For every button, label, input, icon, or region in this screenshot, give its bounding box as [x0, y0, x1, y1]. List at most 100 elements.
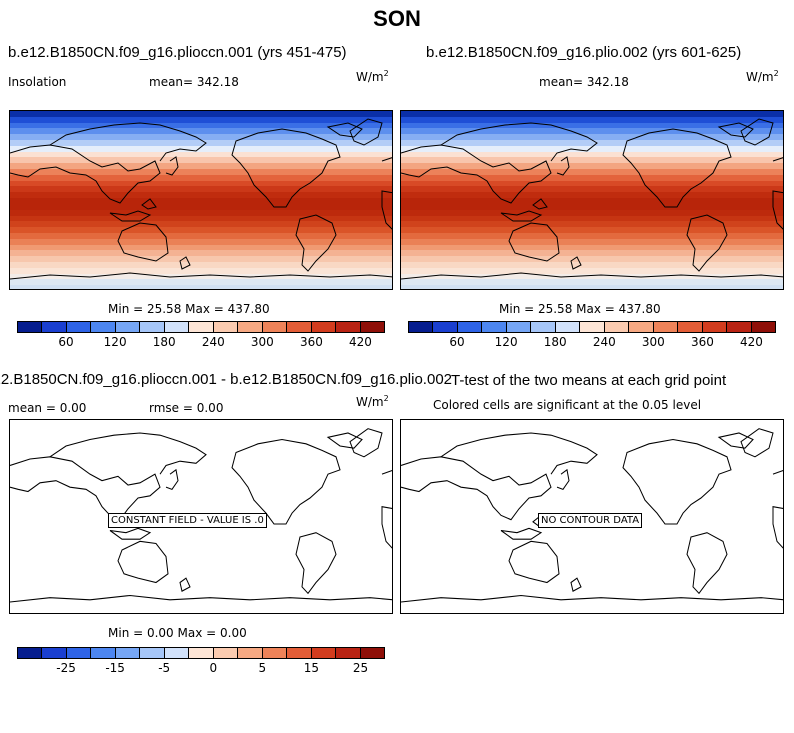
coastline-segment	[10, 144, 161, 204]
coastline-segment	[570, 577, 582, 592]
coastline-segment	[500, 527, 543, 540]
coastlines	[10, 428, 392, 603]
latitude-band	[401, 116, 783, 124]
colorbar-box	[189, 322, 214, 332]
colorbar-box	[702, 322, 728, 332]
coastline-segment	[570, 256, 582, 270]
coastline-segment	[772, 469, 783, 475]
latitude-band	[401, 151, 783, 159]
colorbar-tick-label: -5	[158, 661, 171, 675]
panel-3-mean: mean = 0.00	[8, 401, 87, 415]
latitude-band	[10, 256, 392, 263]
coastline-segment	[179, 256, 191, 270]
colorbar-tick-label: 60	[58, 335, 74, 349]
coastline-segment	[349, 118, 383, 146]
latitude-band	[10, 174, 392, 182]
latitude-band	[401, 227, 783, 234]
latitude-band	[401, 128, 783, 135]
panel-1-mean: mean= 342.18	[149, 75, 239, 89]
latitude-band	[10, 273, 392, 280]
latitude-band	[401, 134, 783, 141]
coastlines	[10, 118, 392, 280]
colorbar-tick-label: 180	[152, 335, 176, 349]
latitude-band	[10, 232, 392, 240]
panel-2-mean: mean= 342.18	[539, 75, 629, 89]
coastline-segment	[349, 428, 383, 458]
coastline-segment	[508, 222, 560, 262]
panel-4-map: NO CONTOUR DATA	[400, 419, 784, 614]
latitude-band	[10, 192, 392, 199]
latitude-band	[401, 250, 783, 257]
figure-title: SON	[373, 6, 421, 31]
colorbar-box	[433, 322, 458, 332]
panel-3-units: W/m2	[356, 394, 389, 409]
colorbar-box	[115, 322, 141, 332]
colorbar-box	[42, 322, 67, 332]
coastline-segment	[622, 438, 732, 525]
no-contour-data-label: NO CONTOUR DATA	[538, 513, 643, 528]
colorbar-box	[140, 648, 165, 658]
latitude-band	[10, 279, 392, 286]
colorbar-box	[311, 322, 337, 332]
latitude-band	[10, 169, 392, 176]
latitude-band	[401, 145, 783, 153]
colorbar-tick-label: -15	[105, 661, 125, 675]
latitude-band	[10, 244, 392, 251]
colorbar-box	[287, 322, 312, 332]
panel-1-units: W/m2	[356, 69, 389, 84]
coastline-segment	[401, 594, 783, 603]
coastline-segment	[231, 438, 341, 525]
panel-1-variable-label: Insolation	[8, 75, 67, 89]
coastline-segment	[165, 468, 179, 490]
colorbar-box	[311, 648, 337, 658]
coastline-segment	[717, 432, 754, 449]
coastline-segment	[326, 432, 363, 449]
latitude-band	[401, 256, 783, 263]
panel-2-title: b.e12.B1850CN.f09_g16.plio.002 (yrs 601-…	[426, 44, 742, 61]
colorbar-box	[238, 648, 263, 658]
latitude-band	[10, 163, 392, 170]
colorbar-box	[336, 648, 361, 658]
coastline-segment	[10, 594, 392, 603]
latitude-band	[10, 128, 392, 135]
latitude-band	[10, 157, 392, 164]
panel-1-title: b.e12.B1850CN.f09_g16.plioccn.001 (yrs 4…	[8, 44, 347, 61]
panel-1-map	[9, 110, 393, 290]
coastline-segment	[717, 122, 754, 138]
colorbar-tick-label: 15	[303, 661, 320, 675]
panel-2-colorbar	[408, 321, 776, 333]
latitude-band	[10, 238, 392, 246]
panel-2-map	[400, 110, 784, 290]
coastline-segment	[740, 118, 774, 146]
panel-3-title: b.e12.B1850CN.f09_g16.plioccn.001 - b.e1…	[0, 371, 452, 388]
coastline-segment	[381, 157, 392, 162]
panel-4-subtitle: Colored cells are significant at the 0.0…	[433, 398, 702, 412]
colorbar-box	[409, 322, 434, 332]
colorbar-box	[604, 322, 630, 332]
latitude-band	[10, 122, 392, 130]
colorbar-tick-label: 5	[258, 661, 267, 675]
colorbar-tick-label: 240	[201, 335, 225, 349]
coastline-segment	[500, 210, 543, 222]
latitude-band	[401, 157, 783, 164]
coastline-segment	[117, 222, 169, 262]
coastline-segment	[686, 214, 728, 272]
panel-3-rmse: rmse = 0.00	[149, 401, 224, 415]
colorbar-tick-label: 120	[494, 335, 518, 349]
panel-2-min-max: Min = 25.58 Max = 437.80	[499, 302, 661, 316]
colorbar-tick-label: 360	[690, 335, 714, 349]
coastline-segment	[401, 272, 783, 280]
latitude-band	[401, 238, 783, 246]
coastline-segment	[49, 122, 207, 162]
coastline-segment	[556, 468, 570, 490]
coastline-segment	[556, 156, 570, 176]
latitude-band	[10, 261, 392, 269]
latitude-band	[10, 227, 392, 234]
panel-3-min-max: Min = 0.00 Max = 0.00	[108, 626, 247, 640]
latitude-band	[10, 186, 392, 193]
panel-1-colorbar	[17, 321, 385, 333]
coastline-segment	[141, 198, 157, 210]
colorbar-tick-label: -25	[56, 661, 76, 675]
colorbar-box	[531, 322, 556, 332]
coastline-segment	[326, 122, 363, 138]
